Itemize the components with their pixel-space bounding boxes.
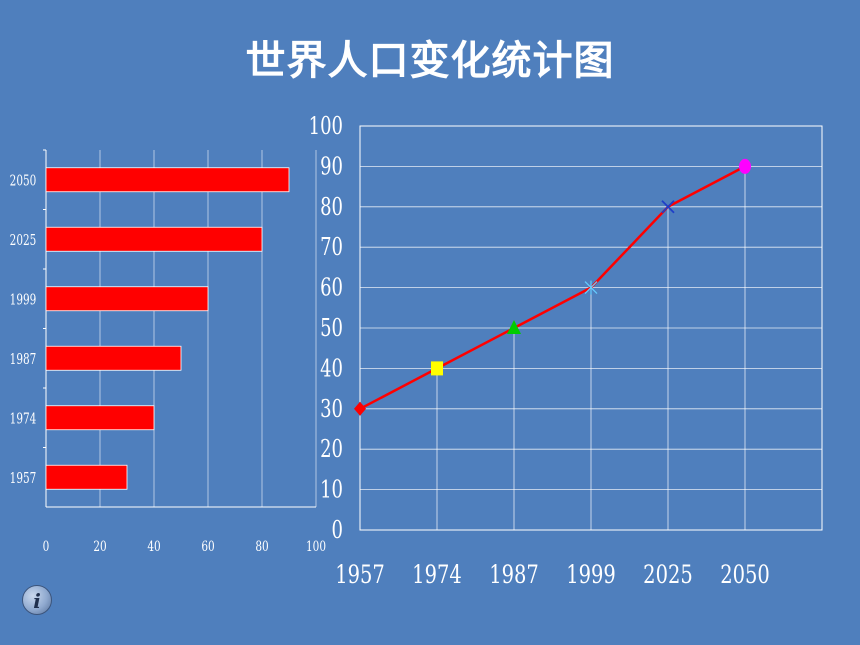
bar-x-tick-label: 100: [306, 539, 326, 555]
line-y-tick-label: 90: [320, 153, 343, 181]
bar-y-tick-label: 1957: [10, 471, 37, 488]
bar-2025: [45, 226, 263, 252]
line-x-tick-label: 1999: [566, 561, 616, 590]
line-y-tick-label: 70: [320, 234, 343, 262]
line-y-tick-label: 40: [320, 355, 343, 383]
line-y-tick-label: 20: [320, 436, 343, 464]
info-icon[interactable]: i: [22, 585, 52, 615]
line-y-tick-label: 30: [320, 395, 343, 423]
line-y-tick-label: 50: [320, 315, 343, 343]
bar-x-tick-label: 80: [255, 539, 268, 555]
bar-x-tick-label: 0: [43, 539, 50, 555]
line-x-tick-label: 1974: [412, 561, 462, 590]
chart-title: 世界人口变化统计图: [245, 38, 615, 84]
bar-y-tick-label: 1999: [10, 292, 37, 309]
line-point-1987: [507, 320, 521, 334]
bar-x-tick-label: 20: [93, 539, 106, 555]
line-series: [359, 165, 746, 410]
bar-chart: 0 20 40 60 80 100 1957 1974 1987 1999 2025 2050: [10, 149, 326, 555]
bar-1974: [45, 405, 155, 431]
line-y-tick-label: 0: [332, 517, 343, 545]
line-chart: 0 10 20 30 40 50 60 70 80 90 100 1957 1974 1987 1999 20…: [309, 113, 823, 590]
bar-2050: [45, 167, 290, 193]
bar-y-tick-label: 2025: [10, 233, 37, 250]
line-x-tick-label: 1987: [489, 561, 539, 590]
line-point-2025: [661, 200, 675, 214]
line-x-tick-label: 1957: [335, 561, 385, 590]
line-point-1957: [354, 401, 366, 416]
bar-x-tick-label: 60: [201, 539, 214, 555]
line-y-tick-label: 60: [320, 274, 343, 302]
bar-y-tick-label: 2050: [10, 173, 37, 190]
bar-1957: [45, 464, 128, 490]
bar-y-tick-label: 1974: [10, 411, 37, 428]
line-point-1974: [431, 361, 443, 376]
line-y-tick-label: 10: [320, 476, 343, 504]
bar-1999: [45, 286, 209, 312]
line-x-tick-label: 2050: [720, 561, 770, 590]
bar-1987: [45, 345, 182, 371]
line-y-tick-label: 100: [309, 113, 343, 141]
line-point-1999: [584, 280, 598, 295]
line-x-tick-label: 2025: [643, 561, 693, 590]
bar-x-tick-label: 40: [147, 539, 160, 555]
bar-y-tick-label: 1987: [10, 352, 37, 369]
line-point-2050: [739, 158, 751, 174]
line-y-tick-label: 80: [320, 193, 343, 221]
